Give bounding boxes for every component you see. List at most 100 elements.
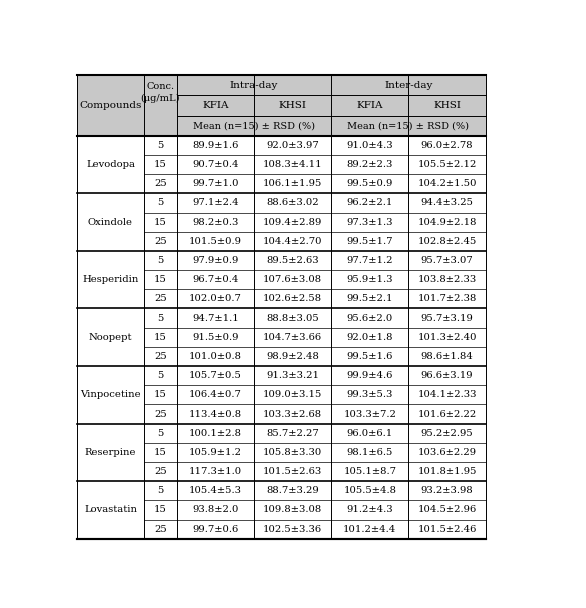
Text: 106.1±1.95: 106.1±1.95 bbox=[263, 179, 322, 188]
Text: Reserpine: Reserpine bbox=[85, 448, 136, 457]
Bar bbox=[77, 308, 486, 328]
Text: 96.7±0.4: 96.7±0.4 bbox=[192, 275, 239, 284]
Text: 25: 25 bbox=[154, 410, 167, 418]
Text: KFIA: KFIA bbox=[202, 101, 229, 110]
Text: 101.5±2.46: 101.5±2.46 bbox=[417, 525, 476, 534]
Text: Noopept: Noopept bbox=[88, 333, 132, 342]
Text: 109.8±3.08: 109.8±3.08 bbox=[263, 505, 322, 514]
Text: Oxindole: Oxindole bbox=[88, 218, 133, 227]
Text: 97.3±1.3: 97.3±1.3 bbox=[346, 218, 393, 227]
Text: 15: 15 bbox=[154, 218, 167, 227]
Text: 107.6±3.08: 107.6±3.08 bbox=[263, 275, 322, 284]
Bar bbox=[77, 270, 486, 289]
Text: 99.7±1.0: 99.7±1.0 bbox=[192, 179, 239, 188]
Text: 103.8±2.33: 103.8±2.33 bbox=[417, 275, 476, 284]
Text: 15: 15 bbox=[154, 448, 167, 457]
Text: 98.9±2.48: 98.9±2.48 bbox=[266, 352, 319, 361]
Text: Conc.: Conc. bbox=[146, 82, 175, 91]
Text: 99.5±1.7: 99.5±1.7 bbox=[346, 237, 393, 246]
Text: 104.9±2.18: 104.9±2.18 bbox=[417, 218, 477, 227]
Text: 101.3±2.40: 101.3±2.40 bbox=[417, 333, 477, 342]
Text: 99.5±1.6: 99.5±1.6 bbox=[347, 352, 393, 361]
Text: 105.1±8.7: 105.1±8.7 bbox=[343, 467, 396, 476]
Text: Levodopa: Levodopa bbox=[86, 160, 135, 169]
Text: 113.4±0.8: 113.4±0.8 bbox=[189, 410, 242, 418]
Text: 103.3±7.2: 103.3±7.2 bbox=[343, 410, 396, 418]
Text: 101.2±4.4: 101.2±4.4 bbox=[343, 525, 397, 534]
Text: 96.6±3.19: 96.6±3.19 bbox=[421, 371, 473, 380]
Text: 91.2±4.3: 91.2±4.3 bbox=[346, 505, 393, 514]
Text: Hesperidin: Hesperidin bbox=[82, 275, 139, 284]
Text: 99.5±2.1: 99.5±2.1 bbox=[346, 294, 393, 303]
Text: 101.5±0.9: 101.5±0.9 bbox=[189, 237, 242, 246]
Text: 95.9±1.3: 95.9±1.3 bbox=[346, 275, 393, 284]
Text: 96.0±2.78: 96.0±2.78 bbox=[421, 141, 473, 150]
Text: 15: 15 bbox=[154, 160, 167, 169]
Text: 102.5±3.36: 102.5±3.36 bbox=[263, 525, 322, 534]
Text: 98.1±6.5: 98.1±6.5 bbox=[347, 448, 393, 457]
Text: 25: 25 bbox=[154, 237, 167, 246]
Text: 92.0±3.97: 92.0±3.97 bbox=[266, 141, 319, 150]
Text: 25: 25 bbox=[154, 179, 167, 188]
Text: Inter-day: Inter-day bbox=[384, 81, 432, 90]
Text: 106.4±0.7: 106.4±0.7 bbox=[189, 390, 242, 399]
Text: 98.6±1.84: 98.6±1.84 bbox=[421, 352, 473, 361]
Bar bbox=[77, 347, 486, 366]
Bar bbox=[77, 155, 486, 174]
Text: 104.5±2.96: 104.5±2.96 bbox=[417, 505, 476, 514]
Bar bbox=[77, 251, 486, 270]
Text: 94.7±1.1: 94.7±1.1 bbox=[192, 314, 239, 323]
Text: 97.7±1.2: 97.7±1.2 bbox=[346, 256, 393, 265]
Text: 91.5±0.9: 91.5±0.9 bbox=[192, 333, 239, 342]
Text: 93.8±2.0: 93.8±2.0 bbox=[192, 505, 239, 514]
Bar bbox=[77, 328, 486, 347]
Text: 97.1±2.4: 97.1±2.4 bbox=[192, 198, 239, 207]
Text: 105.9±1.2: 105.9±1.2 bbox=[189, 448, 242, 457]
Bar bbox=[77, 481, 486, 500]
Text: 5: 5 bbox=[157, 141, 163, 150]
Text: 89.2±2.3: 89.2±2.3 bbox=[347, 160, 393, 169]
Bar bbox=[77, 443, 486, 462]
Text: 104.1±2.33: 104.1±2.33 bbox=[417, 390, 477, 399]
Text: 102.0±0.7: 102.0±0.7 bbox=[189, 294, 242, 303]
Text: 93.2±3.98: 93.2±3.98 bbox=[421, 486, 473, 496]
Text: 92.0±1.8: 92.0±1.8 bbox=[346, 333, 393, 342]
Text: 105.7±0.5: 105.7±0.5 bbox=[189, 371, 242, 380]
Text: 91.3±3.21: 91.3±3.21 bbox=[266, 371, 319, 380]
Text: 105.4±5.3: 105.4±5.3 bbox=[189, 486, 242, 496]
Text: 105.5±4.8: 105.5±4.8 bbox=[343, 486, 396, 496]
Bar bbox=[77, 136, 486, 155]
Text: 101.0±0.8: 101.0±0.8 bbox=[189, 352, 242, 361]
Text: 91.0±4.3: 91.0±4.3 bbox=[346, 141, 393, 150]
Bar bbox=[77, 193, 486, 213]
Text: 5: 5 bbox=[157, 371, 163, 380]
Text: 97.9±0.9: 97.9±0.9 bbox=[192, 256, 239, 265]
Text: 95.2±2.95: 95.2±2.95 bbox=[421, 429, 473, 438]
Text: 102.8±2.45: 102.8±2.45 bbox=[417, 237, 476, 246]
Text: 25: 25 bbox=[154, 525, 167, 534]
Text: 25: 25 bbox=[154, 294, 167, 303]
Text: 5: 5 bbox=[157, 314, 163, 323]
Text: 99.7±0.6: 99.7±0.6 bbox=[192, 525, 239, 534]
Text: Intra-day: Intra-day bbox=[230, 81, 278, 90]
Text: 102.6±2.58: 102.6±2.58 bbox=[263, 294, 322, 303]
Text: 25: 25 bbox=[154, 352, 167, 361]
Text: 5: 5 bbox=[157, 429, 163, 438]
Bar bbox=[77, 385, 486, 404]
Text: 105.5±2.12: 105.5±2.12 bbox=[417, 160, 476, 169]
Text: 103.3±2.68: 103.3±2.68 bbox=[263, 410, 322, 418]
Text: 101.5±2.63: 101.5±2.63 bbox=[263, 467, 322, 476]
Bar bbox=[77, 75, 486, 136]
Bar bbox=[77, 520, 486, 539]
Text: 88.6±3.02: 88.6±3.02 bbox=[266, 198, 319, 207]
Text: 104.7±3.66: 104.7±3.66 bbox=[263, 333, 322, 342]
Text: 95.7±3.07: 95.7±3.07 bbox=[421, 256, 473, 265]
Text: 95.6±2.0: 95.6±2.0 bbox=[347, 314, 393, 323]
Text: 5: 5 bbox=[157, 256, 163, 265]
Text: Vinpocetine: Vinpocetine bbox=[80, 390, 141, 399]
Text: 105.8±3.30: 105.8±3.30 bbox=[263, 448, 322, 457]
Bar bbox=[77, 500, 486, 520]
Text: 103.6±2.29: 103.6±2.29 bbox=[417, 448, 476, 457]
Bar bbox=[77, 174, 486, 193]
Text: Lovastatin: Lovastatin bbox=[84, 505, 137, 514]
